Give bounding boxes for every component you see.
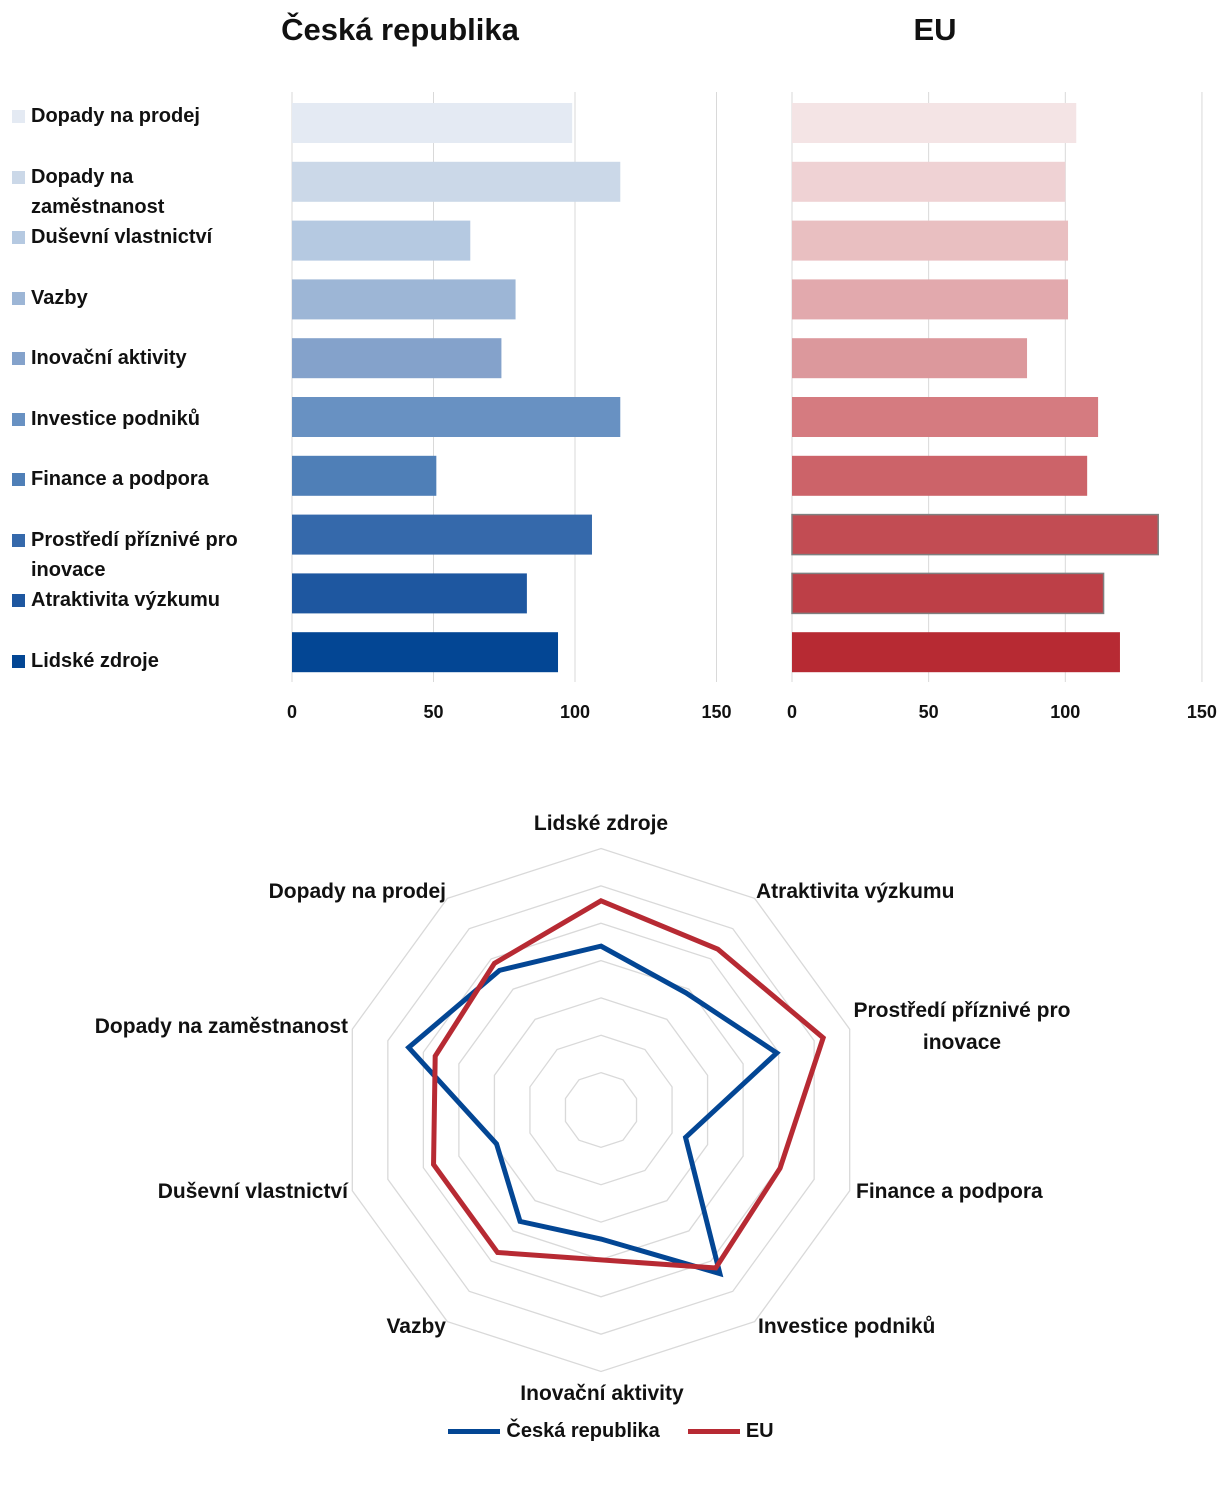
bar-eu-4	[792, 279, 1069, 320]
legend-swatch	[12, 352, 25, 365]
radar-axis-label: Lidské zdroje	[533, 812, 669, 835]
tick-label-cz-100: 100	[559, 702, 591, 722]
bar-eu-7	[792, 455, 1088, 496]
radar-legend: Česká republika EU	[0, 1420, 1222, 1443]
legend-item: Investice podniků	[12, 404, 262, 434]
radar-axis-label: Prostředí příznivé pro inovace	[853, 999, 1071, 1054]
legend-label: Finance a podpora	[31, 468, 209, 490]
legend-label: Investice podniků	[31, 407, 200, 430]
legend-swatch	[12, 412, 25, 426]
legend-swatch	[12, 231, 25, 244]
legend-label: Dopady na zaměstnanost	[31, 165, 165, 218]
legend-label: EU	[745, 1420, 774, 1442]
bar-cz-6	[292, 397, 621, 437]
legend-item: Dopady na prodej	[12, 101, 262, 131]
legend-label: Vazby	[31, 286, 88, 309]
radar-series-cz	[405, 943, 781, 1278]
radar-grid-ring	[493, 997, 709, 1223]
legend-item: Finance a podpora	[12, 464, 262, 494]
legend-line	[687, 1429, 740, 1434]
bar-cz-1	[292, 103, 573, 143]
legend-swatch	[12, 110, 25, 123]
bar-cz-9	[292, 573, 527, 614]
bar-eu-5	[792, 338, 1028, 379]
legend-item: Vazby	[12, 283, 262, 313]
legend-label: Inovační aktivity	[31, 347, 187, 369]
legend-item: Duševní vlastnictví	[12, 222, 262, 252]
legend-label: Duševní vlastnictví	[31, 226, 213, 248]
radar-axis-label: Duševní vlastnictví	[157, 1180, 348, 1203]
bar-cz-7	[292, 455, 437, 496]
legend-swatch	[12, 291, 25, 305]
tick-label-cz-0: 0	[286, 702, 298, 722]
legend-line	[448, 1429, 501, 1434]
legend-item: Inovační aktivity	[12, 343, 262, 373]
legend-item: Atraktivita výzkumu	[12, 585, 262, 615]
radar-axis-label: Inovační aktivity	[520, 1382, 684, 1405]
bar-eu-6	[792, 397, 1099, 437]
tick-label-eu-0: 0	[786, 702, 798, 722]
bar-cz-2	[292, 161, 621, 202]
tick-label-eu-50: 50	[918, 702, 939, 722]
radar-grid-ring	[422, 922, 780, 1298]
radar-chart	[351, 847, 851, 1373]
bar-cz-3	[292, 220, 471, 261]
legend-item: Lidské zdroje	[12, 646, 262, 676]
legend-swatch	[12, 170, 25, 184]
tick-label-eu-150: 150	[1186, 702, 1217, 722]
bar-eu-8	[791, 513, 1159, 556]
legend-label: Dopady na prodej	[31, 105, 200, 127]
legend-swatch	[12, 533, 25, 547]
legend-label: Prostředí příznivé pro inovace	[31, 528, 238, 581]
bar-eu-9	[791, 572, 1105, 615]
left-chart-title: Česká republika	[281, 12, 519, 47]
radar-grid-ring	[387, 885, 815, 1335]
radar-axis-label: Dopady na zaměstnanost	[94, 1015, 348, 1038]
right-chart-title: EU	[913, 12, 957, 47]
legend-label: Atraktivita výzkumu	[31, 589, 220, 611]
radar-axis-label: Vazby	[386, 1315, 446, 1338]
legend-swatch	[12, 594, 25, 607]
radar-legend-item-eu: EU	[687, 1420, 774, 1443]
radar-axis-label: Investice podniků	[758, 1315, 936, 1338]
radar-grid-ring	[564, 1071, 638, 1149]
bar-cz-5	[292, 338, 502, 379]
legend-swatch	[12, 473, 25, 486]
legend-label: Lidské zdroje	[31, 649, 159, 672]
tick-label-cz-150: 150	[701, 702, 732, 722]
legend-item: Prostředí příznivé pro inovace	[12, 525, 262, 585]
bar-eu-3	[792, 220, 1069, 261]
tick-label-cz-50: 50	[423, 702, 444, 722]
radar-axis-label: Finance a podpora	[856, 1180, 1043, 1203]
radar-grid-ring	[351, 847, 851, 1373]
legend-item: Dopady na zaměstnanost	[12, 162, 262, 222]
bar-eu-10	[792, 632, 1120, 673]
bar-cz-8	[292, 514, 592, 555]
bar-eu-2	[792, 161, 1066, 202]
tick-label-eu-100: 100	[1050, 702, 1081, 722]
radar-axis-label: Dopady na prodej	[268, 880, 446, 903]
bar-cz-4	[292, 279, 516, 320]
legend-swatch	[12, 654, 25, 668]
bar-cz-10	[292, 632, 559, 673]
radar-legend-item-cz: Česká republika	[448, 1420, 660, 1443]
bar-eu-1	[792, 103, 1077, 143]
bar-charts	[291, 92, 1203, 682]
legend-label: Česká republika	[506, 1420, 660, 1442]
radar-axis-label: Atraktivita výzkumu	[756, 880, 955, 903]
radar-series-eu	[431, 898, 827, 1271]
radar-grid-ring	[529, 1034, 673, 1186]
